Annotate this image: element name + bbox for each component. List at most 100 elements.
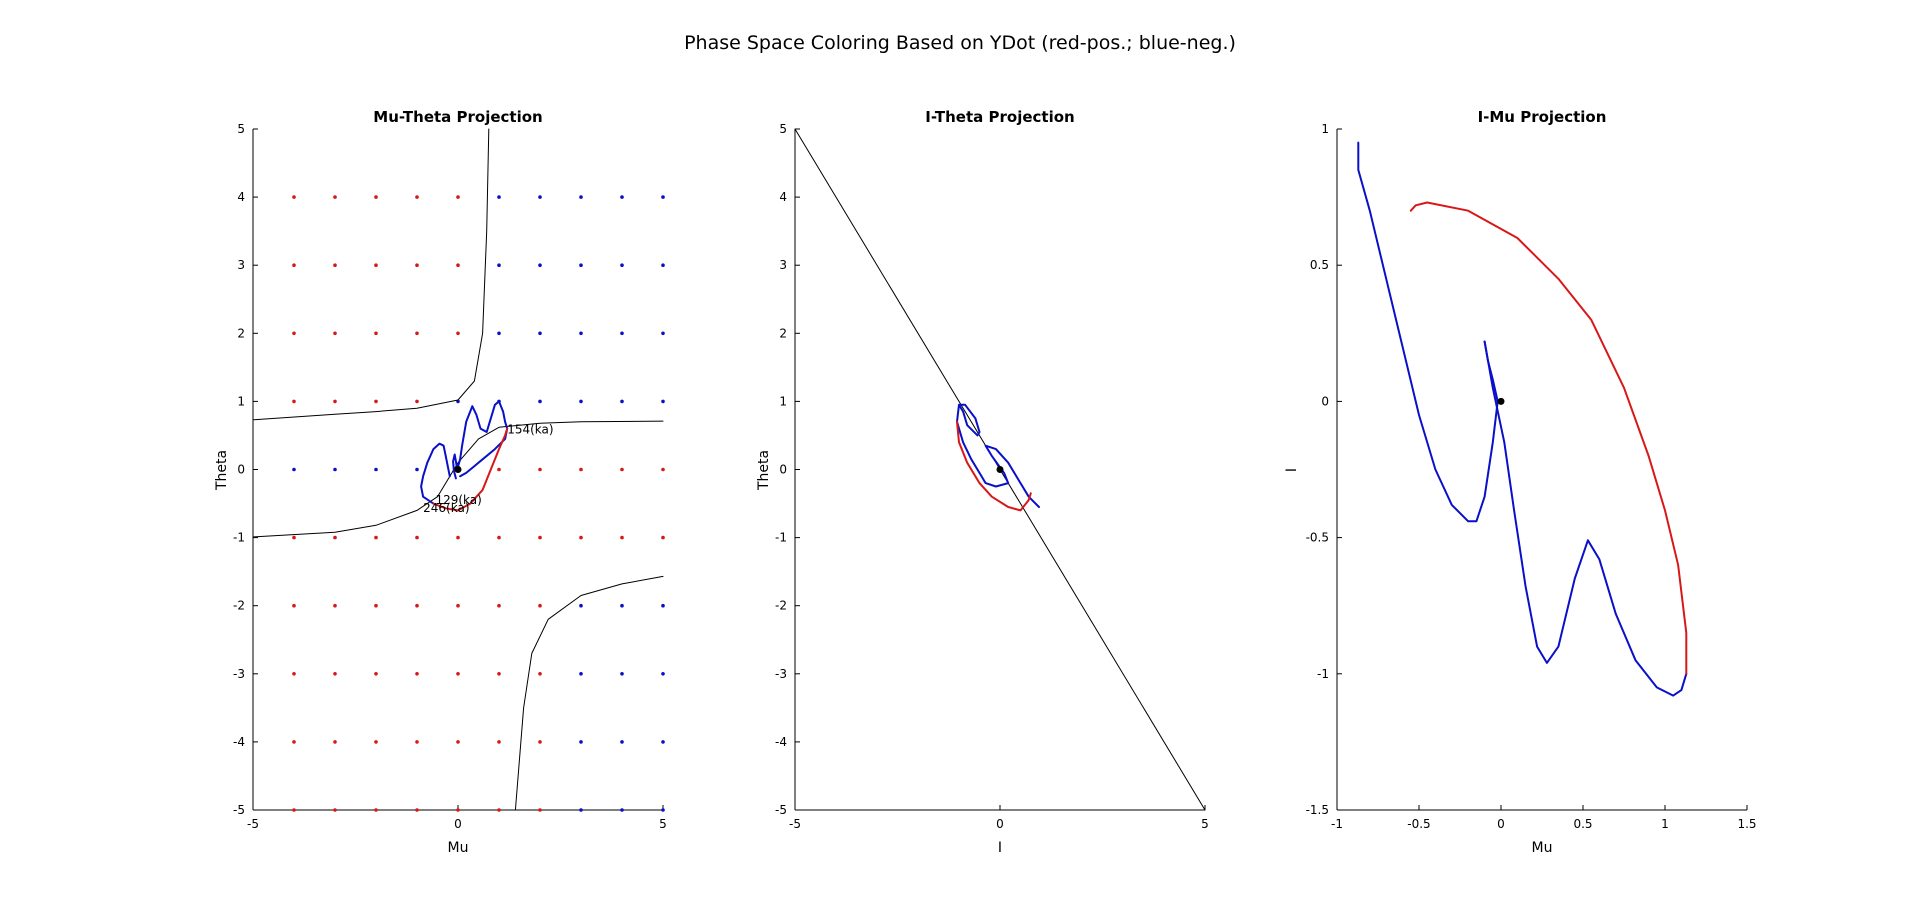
grid-point xyxy=(415,331,419,336)
y-tick-label: -0.5 xyxy=(1306,531,1329,545)
x-axis-label: Mu xyxy=(448,840,469,856)
grid-point xyxy=(538,263,542,268)
grid-point xyxy=(661,399,665,404)
x-tick-label: -1 xyxy=(1331,817,1343,831)
x-tick-label: 1 xyxy=(1661,817,1669,831)
grid-point xyxy=(579,195,583,199)
grid-point xyxy=(456,263,460,268)
grid-point xyxy=(579,672,583,676)
grid-point xyxy=(292,263,296,268)
grid-point xyxy=(292,808,296,812)
x-tick-label: 5 xyxy=(1201,817,1209,831)
boundary-curve xyxy=(514,575,664,811)
figure-title: Phase Space Coloring Based on YDot (red-… xyxy=(684,32,1236,54)
trajectory-negative xyxy=(1357,141,1499,523)
grid-point xyxy=(374,808,378,812)
subplot-mu-theta: Mu-Theta Projection Mu Theta 5 4 3 2 1 0 -1 -2 -… xyxy=(214,108,667,856)
grid-point xyxy=(661,808,665,812)
y-axis-label: I xyxy=(1284,468,1300,472)
grid-point xyxy=(415,740,419,744)
annotation-label: 154(ka) xyxy=(507,423,553,437)
grid-point xyxy=(415,467,419,472)
grid-point xyxy=(374,603,378,608)
y-tick-label: 0 xyxy=(1321,394,1329,408)
y-tick-label: 4 xyxy=(779,190,787,204)
grid-point xyxy=(497,263,501,268)
origin-marker xyxy=(996,466,1004,473)
y-tick-label: -3 xyxy=(233,667,245,681)
grid-point xyxy=(292,740,296,744)
y-tick-label: -5 xyxy=(775,803,787,817)
grid-point xyxy=(579,467,583,472)
x-tick-label: -5 xyxy=(247,817,259,831)
y-axis-label: Theta xyxy=(756,450,772,491)
grid-point xyxy=(538,740,542,744)
grid-point xyxy=(415,808,419,812)
y-tick-label: -2 xyxy=(233,599,245,613)
grid-point xyxy=(497,331,501,336)
grid-point xyxy=(333,672,337,676)
grid-point xyxy=(620,740,624,744)
grid-point xyxy=(579,399,583,404)
subplot-i-theta: I-Theta Projection I Theta 5 4 3 2 1 0 -1 -2 -3 -… xyxy=(756,108,1209,856)
grid-point xyxy=(661,740,665,744)
grid-point xyxy=(415,603,419,608)
grid-point xyxy=(292,331,296,336)
y-tick-label: 5 xyxy=(779,122,787,136)
y-tick-label: 2 xyxy=(779,326,787,340)
x-tick-label: 1.5 xyxy=(1737,817,1756,831)
y-tick-label: -1 xyxy=(233,531,245,545)
y-tick-label: 2 xyxy=(237,326,245,340)
grid-point xyxy=(579,740,583,744)
grid-point xyxy=(497,740,501,744)
x-tick-label: 0 xyxy=(454,817,462,831)
x-tick-label: 5 xyxy=(659,817,667,831)
grid-point xyxy=(292,195,296,199)
grid-point xyxy=(579,263,583,268)
grid-point xyxy=(333,535,337,540)
subplot-title: Mu-Theta Projection xyxy=(373,108,542,126)
grid-point xyxy=(538,672,542,676)
grid-point xyxy=(661,603,665,608)
grid-point xyxy=(620,672,624,676)
grid-point xyxy=(661,535,665,540)
subplot-i-mu: I-Mu Projection Mu I 10.50-0.5-1-1.5-1 -0… xyxy=(1284,108,1757,856)
grid-point xyxy=(620,603,624,608)
grid-point xyxy=(333,263,337,268)
x-axis-label: I xyxy=(998,840,1002,856)
boundary-curve xyxy=(252,128,490,421)
grid-point xyxy=(374,399,378,404)
grid-point xyxy=(333,603,337,608)
grid-point xyxy=(661,672,665,676)
grid-point xyxy=(415,535,419,540)
x-axis-label: Mu xyxy=(1532,840,1553,856)
subplot-title: I-Theta Projection xyxy=(925,108,1074,126)
grid-point xyxy=(333,808,337,812)
y-tick-label: 1 xyxy=(1321,122,1329,136)
grid-point xyxy=(538,195,542,199)
grid-point xyxy=(415,263,419,268)
grid-point xyxy=(497,672,501,676)
y-tick-label: -2 xyxy=(775,599,787,613)
grid-point xyxy=(415,195,419,199)
grid-point xyxy=(661,195,665,199)
grid-point xyxy=(538,808,542,812)
grid-point xyxy=(374,740,378,744)
trajectory-positive xyxy=(1409,201,1688,675)
grid-point xyxy=(456,808,460,812)
grid-point xyxy=(292,399,296,404)
grid-point xyxy=(374,331,378,336)
x-tick-label: -5 xyxy=(789,817,801,831)
grid-point xyxy=(415,672,419,676)
grid-point xyxy=(497,195,501,199)
grid-point xyxy=(456,195,460,199)
grid-point xyxy=(620,467,624,472)
y-tick-label: -5 xyxy=(233,803,245,817)
grid-point xyxy=(620,808,624,812)
y-tick-label: 3 xyxy=(779,258,787,272)
grid-point xyxy=(579,331,583,336)
trajectory-negative xyxy=(452,400,509,480)
grid-point xyxy=(456,331,460,336)
trajectory-positive xyxy=(432,427,509,512)
